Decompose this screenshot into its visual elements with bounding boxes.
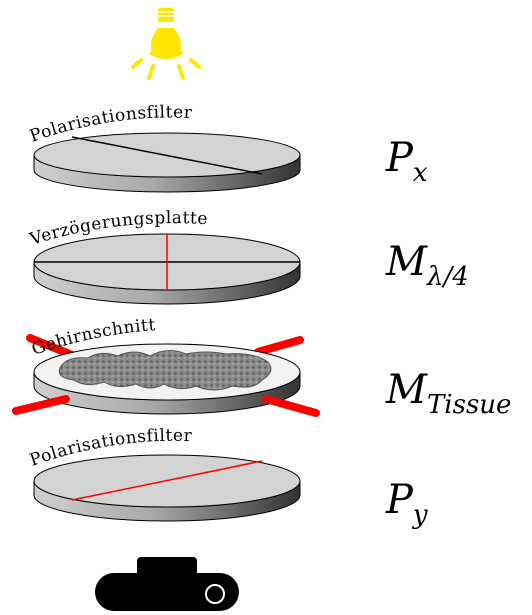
tissue-red-rod-top-right xyxy=(254,336,304,356)
retarder-disk xyxy=(33,233,301,305)
symbol-m-lambda: Mλ/4 xyxy=(386,239,469,292)
brain-section-shape xyxy=(58,350,272,391)
polarizer-y-disk xyxy=(33,454,301,522)
symbol-px: Px xyxy=(386,135,428,188)
tissue-red-rod-bottom-left xyxy=(12,395,70,415)
tissue-disk xyxy=(12,334,320,417)
symbol-m-tissue: MTissue xyxy=(386,367,512,420)
polarizer-x-disk xyxy=(33,132,301,193)
tissue-red-rod-bottom-right xyxy=(262,395,320,417)
symbol-py: Py xyxy=(386,477,428,530)
polarizer-x-axis xyxy=(71,136,263,175)
camera-icon xyxy=(95,557,239,611)
polarizer-y-axis xyxy=(71,460,263,501)
tissue-red-rod-top-left xyxy=(26,334,76,359)
lightbulb-icon xyxy=(131,8,201,80)
